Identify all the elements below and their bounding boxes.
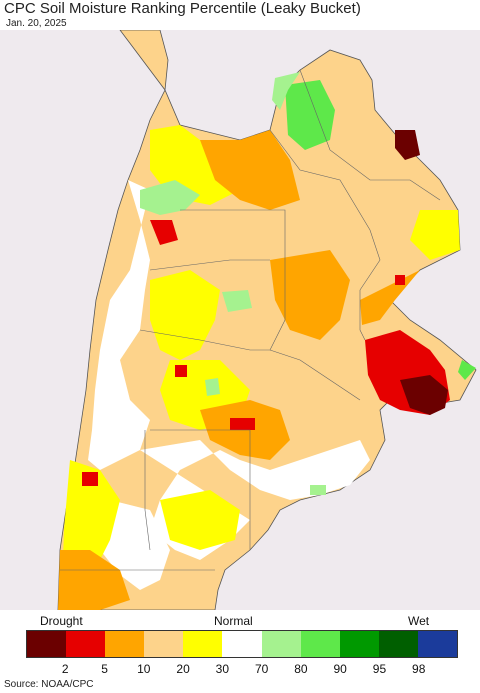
legend-tick-label: 95 bbox=[372, 662, 387, 676]
dry-orange-southwest bbox=[58, 550, 130, 610]
legend-swatch-9 bbox=[378, 631, 418, 657]
legend-tick-label: 98 bbox=[412, 662, 426, 676]
legend-tick-label: 30 bbox=[215, 662, 230, 676]
severe-dry-east-small bbox=[395, 275, 405, 285]
map-date: Jan. 20, 2025 bbox=[6, 18, 67, 29]
legend-tick-label: 2 bbox=[61, 662, 69, 676]
dry-yellow-south bbox=[160, 490, 240, 550]
legend-tick-label: 80 bbox=[294, 662, 308, 676]
wet-lightgreen-mid bbox=[205, 378, 220, 396]
wet-lightgreen-northwest bbox=[140, 180, 200, 215]
legend-normal-label: Normal bbox=[214, 614, 253, 628]
extreme-dry-east bbox=[400, 375, 448, 415]
wet-lightgreen-south bbox=[310, 485, 326, 495]
legend-color-bar bbox=[26, 630, 458, 658]
legend-swatch-7 bbox=[300, 631, 340, 657]
dry-orange-north bbox=[200, 130, 300, 210]
wet-lightgreen-north bbox=[272, 72, 300, 110]
legend-tick-label: 20 bbox=[176, 662, 190, 676]
extreme-dry-northeast bbox=[395, 130, 420, 160]
legend: Drought Normal Wet 2 5 10 20 30 70 80 90 95 98 bbox=[0, 610, 480, 680]
dry-orange-center bbox=[270, 250, 350, 340]
boundaries bbox=[60, 69, 441, 571]
legend-swatch-8 bbox=[339, 631, 379, 657]
legend-swatch-4 bbox=[183, 631, 223, 657]
severe-dry-southwest bbox=[82, 472, 98, 486]
legend-tick-label: 90 bbox=[333, 662, 347, 676]
legend-drought-label: Drought bbox=[40, 614, 83, 628]
map-title: CPC Soil Moisture Ranking Percentile (Le… bbox=[4, 0, 361, 17]
legend-swatch-0 bbox=[27, 631, 67, 657]
legend-swatch-2 bbox=[105, 631, 145, 657]
legend-wet-label: Wet bbox=[408, 614, 430, 628]
wet-green-east bbox=[458, 360, 476, 380]
legend-tick-label: 70 bbox=[254, 662, 269, 676]
legend-swatch-5 bbox=[222, 631, 262, 657]
normal-region-west bbox=[88, 180, 150, 470]
legend-swatch-6 bbox=[261, 631, 301, 657]
severe-dry-south bbox=[230, 418, 255, 430]
severe-dry-central bbox=[175, 365, 187, 377]
wet-lightgreen-central bbox=[222, 290, 252, 312]
legend-tick-label: 5 bbox=[101, 662, 108, 676]
legend-swatch-10 bbox=[417, 631, 458, 657]
dry-yellow-east bbox=[410, 210, 460, 260]
legend-tick-label: 10 bbox=[137, 662, 151, 676]
wet-green-north bbox=[285, 80, 335, 150]
legend-swatch-1 bbox=[66, 631, 106, 657]
severe-dry-northwest bbox=[150, 220, 178, 245]
legend-ticks: 2 5 10 20 30 70 80 90 95 98 bbox=[26, 662, 458, 676]
dry-yellow-central bbox=[150, 270, 220, 360]
soil-moisture-map bbox=[0, 30, 480, 610]
source-credit: Source: NOAA/CPC bbox=[4, 679, 94, 690]
legend-swatch-3 bbox=[144, 631, 184, 657]
